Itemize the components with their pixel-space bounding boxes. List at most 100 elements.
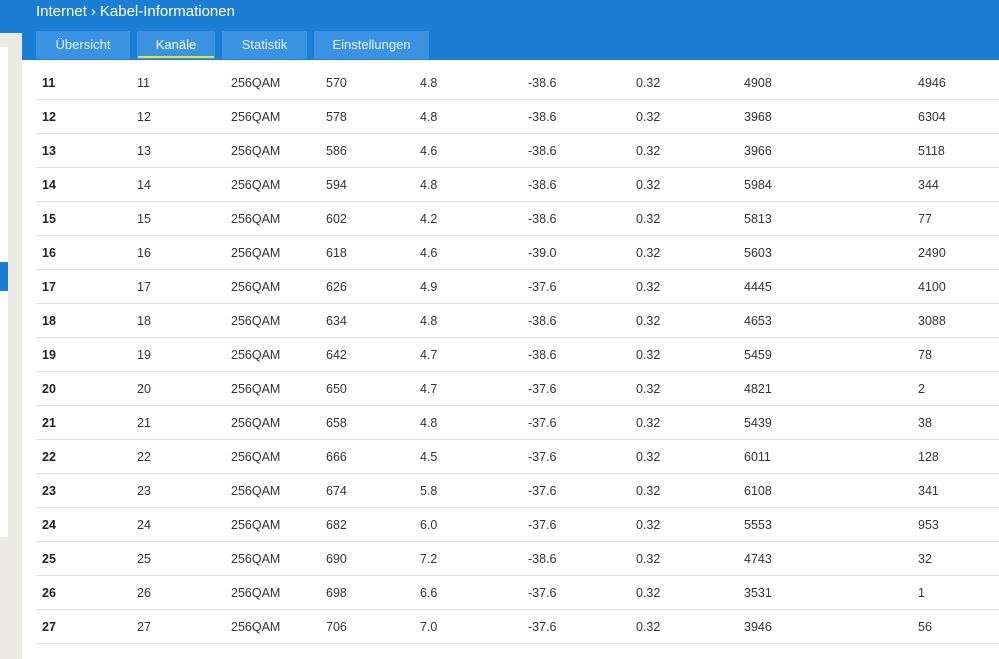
table-cell: 0.32 bbox=[636, 620, 661, 634]
table-cell: -38.6 bbox=[528, 76, 557, 90]
table-cell: 18 bbox=[42, 314, 56, 328]
table-row: 17 17 256QAM 626 4.9 -37.6 0.32 4445 4100 bbox=[36, 270, 999, 304]
table-cell: -37.6 bbox=[528, 518, 557, 532]
table-cell: 14 bbox=[42, 178, 56, 192]
breadcrumb-item: Kabel-Informationen bbox=[99, 3, 235, 20]
table-cell: 12 bbox=[42, 110, 56, 124]
table-cell: -38.6 bbox=[528, 314, 557, 328]
table-row: 21 21 256QAM 658 4.8 -37.6 0.32 5439 38 bbox=[36, 406, 999, 440]
tab[interactable]: Kanäle bbox=[137, 31, 215, 59]
table-cell: 23 bbox=[137, 484, 151, 498]
table-cell: 0.32 bbox=[636, 246, 661, 260]
table-cell: 0.32 bbox=[636, 382, 661, 396]
table-cell: 20 bbox=[137, 382, 151, 396]
table-cell: 6011 bbox=[744, 450, 771, 464]
table-cell: 586 bbox=[326, 144, 347, 158]
table-cell: 0.32 bbox=[636, 586, 661, 600]
table-cell: 344 bbox=[918, 178, 939, 192]
table-cell: 22 bbox=[42, 450, 56, 464]
table-cell: 5118 bbox=[918, 144, 945, 158]
table-cell: 618 bbox=[326, 246, 347, 260]
table-cell: 24 bbox=[42, 518, 56, 532]
table-cell: -38.6 bbox=[528, 110, 557, 124]
table-cell: 256QAM bbox=[231, 518, 281, 532]
table-cell: 256QAM bbox=[231, 586, 281, 600]
table-cell: 4.7 bbox=[420, 382, 438, 396]
table-cell: 4821 bbox=[744, 382, 772, 396]
sidebar-highlight bbox=[0, 262, 8, 291]
table-cell: 16 bbox=[42, 246, 56, 260]
table-cell: 4.5 bbox=[420, 450, 438, 464]
table-cell: 4.8 bbox=[420, 110, 438, 124]
tab[interactable]: Statistik bbox=[222, 31, 307, 59]
table-cell: 3968 bbox=[744, 110, 772, 124]
table-cell: 0.32 bbox=[636, 552, 661, 566]
table-cell: 256QAM bbox=[231, 178, 281, 192]
table-cell: -37.6 bbox=[528, 450, 557, 464]
breadcrumb-separator: › bbox=[90, 3, 96, 20]
table-cell: 19 bbox=[42, 348, 56, 362]
table-cell: 0.32 bbox=[636, 518, 661, 532]
breadcrumb-item[interactable]: Internet bbox=[36, 3, 87, 20]
table-cell: 594 bbox=[326, 178, 347, 192]
table-cell: -38.6 bbox=[528, 212, 557, 226]
table-cell: -38.6 bbox=[528, 348, 557, 362]
table-cell: 0.32 bbox=[636, 178, 661, 192]
table-cell: 6.0 bbox=[420, 518, 438, 532]
table-cell: 4.6 bbox=[420, 246, 438, 260]
table-cell: 5984 bbox=[744, 178, 772, 192]
table-cell: 682 bbox=[326, 518, 347, 532]
table-cell: 25 bbox=[137, 552, 151, 566]
table-cell: 0.32 bbox=[636, 280, 661, 294]
table-cell: 256QAM bbox=[231, 450, 281, 464]
table-row: 25 25 256QAM 690 7.2 -38.6 0.32 4743 32 bbox=[36, 542, 999, 576]
table-cell: 0.32 bbox=[636, 348, 661, 362]
table-cell: 698 bbox=[326, 586, 347, 600]
table-cell: 2490 bbox=[918, 246, 946, 260]
table-cell: -39.0 bbox=[528, 246, 557, 260]
table-cell: 674 bbox=[326, 484, 347, 498]
table-cell: 0.32 bbox=[636, 314, 661, 328]
table-cell: 56 bbox=[918, 620, 932, 634]
table-cell: 77 bbox=[918, 212, 932, 226]
table-cell: 256QAM bbox=[231, 144, 281, 158]
table-cell: 256QAM bbox=[231, 552, 281, 566]
table-cell: 658 bbox=[326, 416, 347, 430]
table-row: 11 11 256QAM 570 4.8 -38.6 0.32 4908 4946 bbox=[36, 66, 999, 100]
table-cell: 634 bbox=[326, 314, 347, 328]
table-cell: 256QAM bbox=[231, 314, 281, 328]
table-cell: 21 bbox=[42, 416, 56, 430]
table-cell: 4.2 bbox=[420, 212, 438, 226]
table-cell: 128 bbox=[918, 450, 939, 464]
table-cell: 13 bbox=[137, 144, 151, 158]
table-cell: 0.32 bbox=[636, 144, 661, 158]
table-cell: 578 bbox=[326, 110, 347, 124]
table-cell: 256QAM bbox=[231, 416, 281, 430]
table-cell: 256QAM bbox=[231, 348, 281, 362]
table-cell: 15 bbox=[42, 212, 56, 226]
table-cell: 4.7 bbox=[420, 348, 438, 362]
table-cell: 12 bbox=[137, 110, 151, 124]
table-cell: 4100 bbox=[918, 280, 946, 294]
table-cell: 5439 bbox=[744, 416, 772, 430]
table-row: 23 23 256QAM 674 5.8 -37.6 0.32 6108 341 bbox=[36, 474, 999, 508]
table-cell: -37.6 bbox=[528, 280, 557, 294]
table-cell: 16 bbox=[137, 246, 151, 260]
table-cell: 256QAM bbox=[231, 246, 281, 260]
table-cell: 256QAM bbox=[231, 382, 281, 396]
tab[interactable]: Einstellungen bbox=[314, 31, 429, 59]
table-cell: 2 bbox=[918, 382, 925, 396]
table-row: 27 27 256QAM 706 7.0 -37.6 0.32 3946 56 bbox=[36, 610, 999, 644]
table-cell: 17 bbox=[137, 280, 151, 294]
table-cell: 13 bbox=[42, 144, 56, 158]
table-cell: 26 bbox=[137, 586, 151, 600]
table-cell: 0.32 bbox=[636, 450, 661, 464]
table-cell: 4908 bbox=[744, 76, 772, 90]
table-cell: 1 bbox=[918, 586, 925, 600]
table-cell: 4653 bbox=[744, 314, 772, 328]
sidebar bbox=[0, 47, 8, 537]
channel-table: 11 11 256QAM 570 4.8 -38.6 0.32 4908 4946 12 12 256… bbox=[22, 60, 999, 659]
table-cell: 0.32 bbox=[636, 110, 661, 124]
tab[interactable]: Übersicht bbox=[36, 31, 130, 59]
